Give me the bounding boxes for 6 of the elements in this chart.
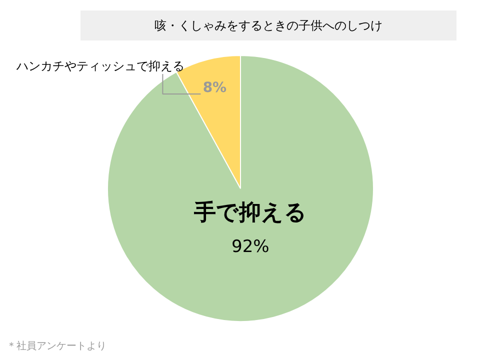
chart-title: 咳・くしゃみをするときの子供へのしつけ <box>154 18 382 32</box>
data-label: 8% <box>202 80 227 96</box>
slice-label: ハンカチやティッシュで抑える <box>16 59 185 74</box>
text: ＊社員アンケートより <box>6 340 106 352</box>
slice-label: 手で抑える <box>192 200 307 226</box>
data-label: 92% <box>232 237 270 258</box>
